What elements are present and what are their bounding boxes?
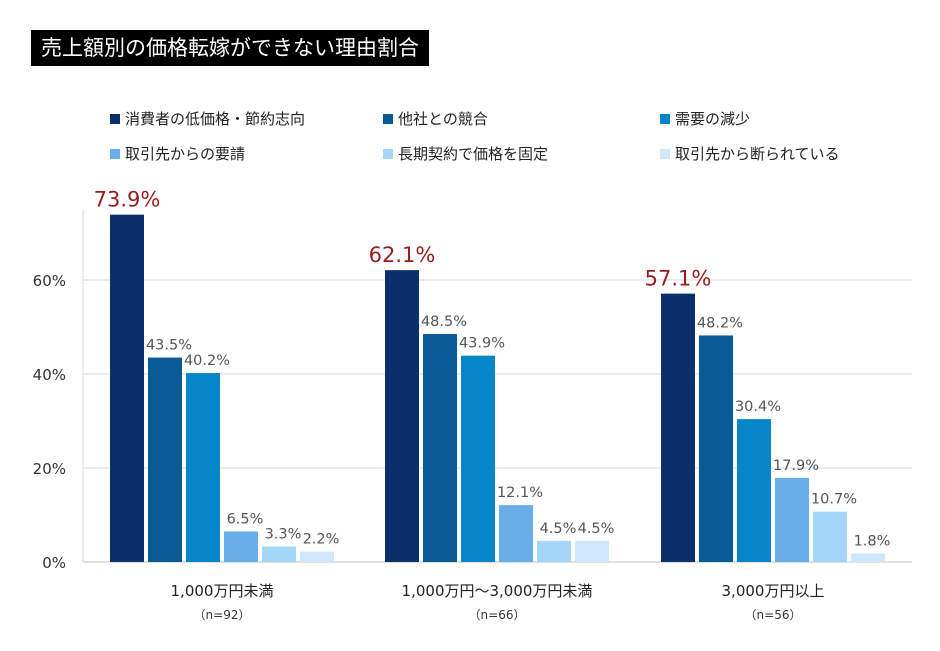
legend-item: 他社との競合	[383, 108, 488, 129]
legend-swatch	[110, 148, 120, 159]
data-label: 48.2%	[697, 315, 743, 331]
legend-label: 消費者の低価格・節約志向	[125, 110, 306, 128]
data-label: 62.1%	[369, 243, 436, 267]
bar	[262, 546, 296, 562]
data-label: 10.7%	[811, 492, 857, 508]
bar	[537, 540, 571, 562]
legend-swatch	[660, 113, 670, 124]
bar	[110, 214, 144, 563]
data-label: 4.5%	[540, 521, 577, 537]
y-tick-label: 60%	[33, 272, 66, 290]
legend-label: 取引先からの要請	[125, 145, 246, 163]
data-label: 57.1%	[645, 267, 712, 291]
data-label: 12.1%	[497, 485, 543, 501]
x-tick-note: （n=56）	[745, 608, 802, 622]
y-tick-label: 40%	[33, 366, 66, 384]
bar	[499, 505, 533, 562]
legend-label: 取引先から断られている	[675, 145, 840, 163]
legend-swatch	[383, 148, 393, 159]
data-label: 48.5%	[421, 314, 467, 330]
legend-item: 取引先からの要請	[110, 143, 245, 164]
x-tick-label: 1,000万円～3,000万円未満	[402, 582, 593, 600]
legend-swatch	[383, 113, 393, 124]
legend-label: 他社との競合	[398, 110, 488, 128]
legend-swatch	[660, 148, 670, 159]
data-label: 73.9%	[94, 188, 161, 212]
bar	[300, 551, 334, 562]
legend-label: 需要の減少	[675, 110, 751, 128]
legend-label: 長期契約で価格を固定	[398, 145, 549, 163]
chart-title: 売上額別の価格転嫁ができない理由割合	[31, 30, 429, 66]
data-label: 1.8%	[854, 534, 891, 550]
bar	[148, 357, 182, 562]
data-label: 3.3%	[265, 526, 302, 542]
data-label: 43.9%	[459, 336, 505, 352]
legend-item: 需要の減少	[660, 108, 750, 129]
bar	[661, 293, 695, 562]
data-label: 40.2%	[184, 353, 230, 369]
x-tick-label: 3,000万円以上	[722, 582, 825, 600]
bar	[186, 373, 220, 562]
bar	[575, 540, 609, 562]
data-label: 17.9%	[773, 458, 819, 474]
data-label: 6.5%	[227, 511, 264, 527]
bar	[385, 270, 419, 562]
bar	[851, 553, 885, 562]
legend-item: 長期契約で価格を固定	[383, 143, 548, 164]
bar	[737, 419, 771, 562]
y-tick-label: 0%	[42, 554, 66, 572]
legend-item: 取引先から断られている	[660, 143, 840, 164]
bar	[813, 511, 847, 562]
data-label: 4.5%	[578, 521, 615, 537]
legend-item: 消費者の低価格・節約志向	[110, 108, 305, 129]
x-tick-label: 1,000万円未満	[171, 582, 274, 600]
data-label: 30.4%	[735, 399, 781, 415]
bar	[775, 477, 809, 562]
data-label: 43.5%	[146, 338, 192, 354]
data-label: 2.2%	[303, 532, 340, 548]
x-tick-note: （n=92）	[194, 608, 251, 622]
bar	[461, 355, 495, 562]
x-tick-note: （n=66）	[469, 608, 526, 622]
bar	[224, 531, 258, 562]
bar	[423, 334, 457, 562]
y-tick-label: 20%	[33, 460, 66, 478]
bar	[699, 335, 733, 562]
legend-swatch	[110, 113, 120, 124]
